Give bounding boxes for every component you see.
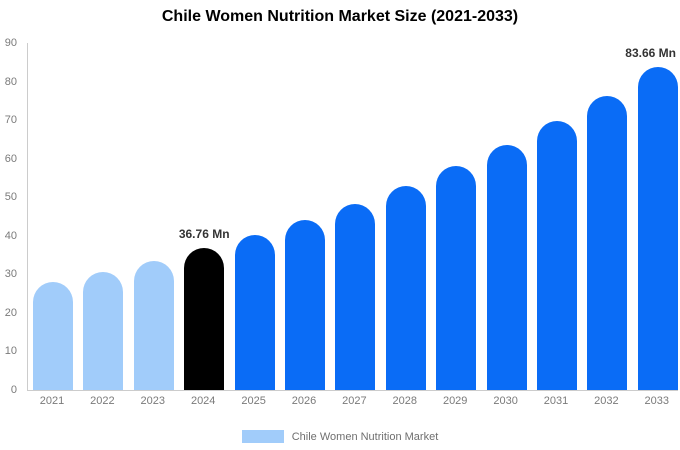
x-tick-label-2022: 2022 — [90, 395, 115, 407]
x-tick-label-2033: 2033 — [644, 395, 670, 407]
x-tick-label-2032: 2032 — [594, 395, 619, 407]
x-tick-label-2029: 2029 — [442, 395, 468, 407]
bar-2028[interactable] — [385, 185, 426, 390]
x-tick-label-2025: 2025 — [241, 395, 266, 407]
x-tick-label-2026: 2026 — [291, 395, 317, 407]
bar-2033[interactable] — [637, 67, 678, 390]
y-axis-labels: 0 10 20 30 40 50 60 70 80 90 — [0, 37, 20, 396]
y-tick-label: 40 — [4, 229, 17, 242]
chart-title: Chile Women Nutrition Market Size (2021-… — [161, 8, 519, 25]
x-tick-label-2023: 2023 — [140, 395, 166, 407]
y-tick-label: 30 — [4, 268, 17, 281]
y-tick-label: 50 — [4, 191, 17, 204]
bar-2023[interactable] — [133, 260, 174, 390]
legend[interactable]: Chile Women Nutrition Market — [0, 430, 680, 443]
bar-2032[interactable] — [587, 95, 628, 390]
legend-swatch-icon — [241, 430, 284, 443]
y-tick-label: 70 — [4, 114, 17, 127]
bar-2025[interactable] — [234, 234, 275, 390]
x-axis-labels: 2021 2022 2023 2024 2025 2026 2027 2028 2029 2030… — [27, 395, 677, 411]
y-tick-label: 60 — [4, 152, 17, 165]
y-tick-label: 20 — [4, 306, 17, 319]
x-tick-label-2031: 2031 — [543, 395, 569, 407]
bar-2022[interactable] — [83, 271, 124, 390]
y-tick-label: 0 — [10, 384, 17, 396]
bar-2027[interactable] — [335, 203, 376, 390]
bar-2031[interactable] — [537, 121, 577, 390]
x-tick-label-2021: 2021 — [39, 395, 65, 407]
legend-label: Chile Women Nutrition Market — [291, 430, 439, 443]
x-tick-label-2030: 2030 — [493, 395, 518, 407]
data-label-2024: 36.76 Mn — [178, 227, 230, 242]
bar-2024[interactable] — [184, 248, 225, 390]
bar-2026[interactable] — [285, 219, 325, 390]
plot-area: 36.76 Mn 83.66 Mn — [27, 43, 678, 391]
x-tick-label-2027: 2027 — [342, 395, 367, 407]
bar-2021[interactable] — [33, 282, 73, 390]
x-tick-label-2024: 2024 — [190, 395, 216, 407]
y-tick-label: 10 — [4, 345, 17, 358]
bar-2029[interactable] — [436, 166, 477, 390]
y-tick-label: 80 — [4, 75, 17, 88]
x-tick-label-2028: 2028 — [392, 395, 418, 407]
y-tick-label: 90 — [4, 37, 17, 49]
data-label-2033: 83.66 Mn — [625, 46, 676, 61]
bar-2030[interactable] — [486, 144, 527, 390]
